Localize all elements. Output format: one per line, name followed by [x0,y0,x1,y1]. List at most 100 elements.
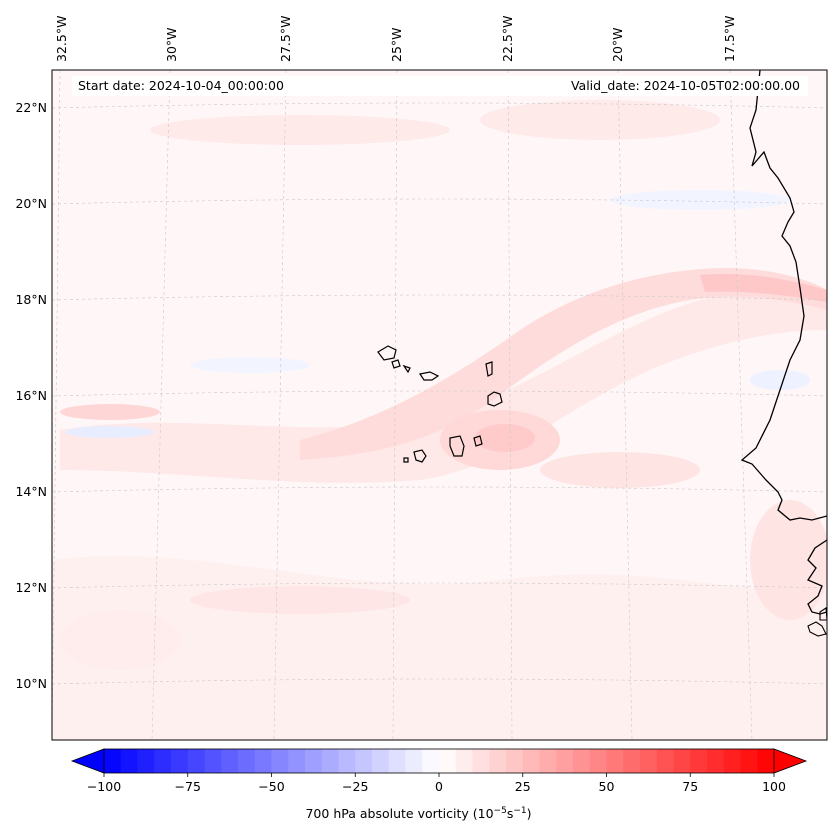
colorbar-step [740,749,758,773]
lat-label: 18°N [15,292,47,307]
gridline-meridian [273,70,287,740]
colorbar-step [455,749,473,773]
lon-label: 27.5°W [278,16,293,62]
lat-label: 10°N [15,676,47,691]
gridline-parallel [52,582,827,589]
colorbar-step [104,749,122,773]
start-date-text: Start date: 2024-10-04_00:00:00 [78,78,284,93]
colorbar-step [506,749,524,773]
gridline-parallel [52,294,827,301]
colorbar-tick-label: −75 [175,779,201,794]
vorticity-patch-coast [750,500,827,620]
colorbar-label-mid: s [506,806,514,822]
vorticity-patch-south-2 [540,452,700,488]
gridline-parallel [52,198,827,205]
colorbar-tick-label: 50 [599,779,615,794]
colorbar-step [623,749,641,773]
vorticity-patch-blue-1 [190,357,310,373]
colorbar-step [522,749,540,773]
colorbar-steps [104,749,775,773]
colorbar-step [656,749,674,773]
lon-label: 22.5°W [500,16,515,62]
colorbar-ticks: −100 −75 −50 −25 0 25 50 75 100 [87,773,786,794]
colorbar-step [171,749,189,773]
lat-label: 22°N [15,100,47,115]
map-panel[interactable]: Start date: 2024-10-04_00:00:00 Valid_da… [51,69,830,741]
lat-label: 14°N [15,484,47,499]
island-brava [403,457,409,463]
colorbar-step [321,749,339,773]
gridlines [52,70,827,740]
colorbar-step [556,749,574,773]
colorbar: −100 −75 −50 −25 0 25 50 75 100 [70,748,808,794]
info-box [72,76,808,96]
colorbar-step [372,749,390,773]
colorbar-tick-label: −50 [258,779,284,794]
colorbar-tick-label: 75 [682,779,698,794]
gridline-parallel [52,678,827,685]
colorbar-step [723,749,741,773]
colorbar-step [288,749,306,773]
lat-label: 12°N [15,580,47,595]
island-sal [485,361,493,377]
vorticity-patch-northeast [480,100,720,140]
vorticity-core-east [700,273,827,302]
gridline-meridian [617,70,633,740]
colorbar-label-exp2: −1 [513,806,527,816]
colorbar-label: 700 hPa absolute vorticity (10−5s−1) [0,806,837,821]
colorbar-tick-label: 25 [515,779,531,794]
colorbar-step [573,749,591,773]
colorbar-step [254,749,272,773]
vorticity-patch-islands-core [475,424,535,452]
lon-label: 17.5°W [722,16,737,62]
colorbar-label-exp1: −5 [493,806,507,816]
colorbar-tick-label: 100 [762,779,786,794]
coastline-africa [740,70,827,521]
vorticity-patch-blue-2 [610,190,790,210]
colorbar-step [355,749,373,773]
colorbar-step [757,749,775,773]
map-frame [51,69,828,741]
cape-verde-islands [377,345,503,463]
island-sao-vicente [391,359,401,369]
lon-label: 32.5°W [54,16,69,62]
colorbar-step [271,749,289,773]
colorbar-step [489,749,507,773]
colorbar-step [422,749,440,773]
colorbar-step [539,749,557,773]
lon-label: 20°W [610,27,625,62]
island-santa-luzia [402,364,411,374]
colorbar-step [472,749,490,773]
colorbar-step [154,749,172,773]
gridline-meridian [392,70,398,740]
colorbar-extend-max [773,748,808,774]
vorticity-patch-north [150,115,450,145]
colorbar-step [640,749,658,773]
colorbar-step [405,749,423,773]
colorbar-step [606,749,624,773]
island-santiago [449,435,465,457]
latitude-labels: 22°N 20°N 18°N 16°N 14°N 12°N 10°N [15,100,47,691]
vorticity-patch-southwest [60,610,180,670]
colorbar-step [238,749,256,773]
lon-label: 30°W [164,27,179,62]
vorticity-patch-blue-3 [750,370,810,390]
island-santo-antao [377,345,397,361]
longitude-labels: 32.5°W 30°W 27.5°W 25°W 22.5°W 20°W 17.5… [54,16,737,62]
gridline-meridian [151,70,171,740]
vorticity-patch-west-blue [65,426,155,438]
vorticity-band-central [60,290,827,483]
colorbar-step [187,749,205,773]
colorbar-step [673,749,691,773]
lat-label: 20°N [15,196,47,211]
vorticity-band-trough [300,267,827,460]
colorbar-step [707,749,725,773]
colorbar-tick-label: −25 [342,779,368,794]
colorbar-step [338,749,356,773]
island-fogo [413,449,427,463]
lat-label: 16°N [15,388,47,403]
gridline-parallel [52,486,827,493]
island-maio [473,435,483,447]
colorbar-label-end: ) [526,806,532,822]
